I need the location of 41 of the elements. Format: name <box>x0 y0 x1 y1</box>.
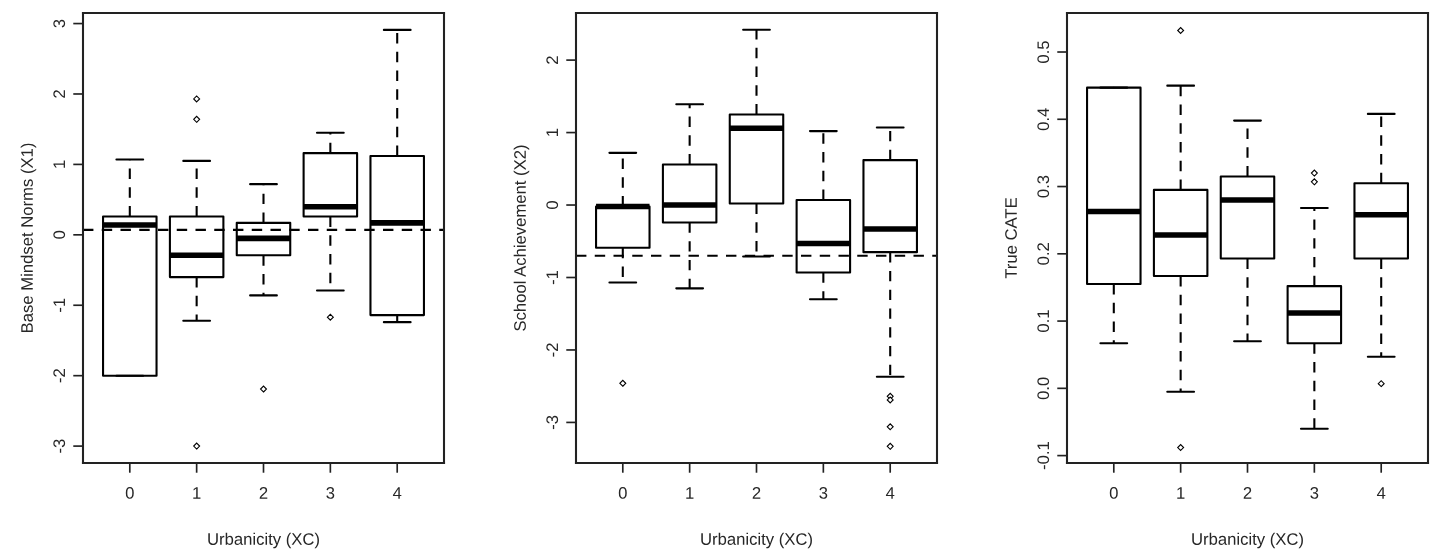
x-axis-title: Urbanicity (XC) <box>701 532 812 549</box>
y-tick-label: 1 <box>53 160 65 168</box>
y-axis-title: Base Mindset Norms (X1) <box>20 143 37 333</box>
x-tick-label: 4 <box>1376 487 1386 499</box>
x-tick-label: 2 <box>259 487 268 499</box>
x-tick-label: 4 <box>885 487 895 499</box>
y-tick-label: 0.3 <box>1037 175 1050 198</box>
x-tick-label: 4 <box>392 487 402 499</box>
x-tick-label: 3 <box>1310 487 1319 499</box>
y-tick-label: -1 <box>53 298 65 312</box>
x-tick-label: 1 <box>1177 487 1185 499</box>
y-tick-label: -0.1 <box>1037 442 1050 470</box>
y-tick-label: -3 <box>546 415 559 430</box>
x-tick-label: 1 <box>686 487 694 499</box>
y-tick-label: 3 <box>53 19 66 28</box>
y-tick-label: 1 <box>546 128 558 136</box>
y-tick-label: -2 <box>53 369 65 383</box>
x-tick-label: 3 <box>326 487 335 499</box>
y-axis-title: School Achievement (X2) <box>513 145 530 331</box>
x-tick-label: 3 <box>819 487 828 499</box>
y-tick-label: 0.5 <box>1037 41 1050 63</box>
x-tick-label: 1 <box>193 487 201 499</box>
y-tick-label: 0 <box>53 230 66 239</box>
x-axis-title: Urbanicity (XC) <box>1192 532 1303 549</box>
y-tick-label: 2 <box>546 56 558 64</box>
y-tick-label: 0 <box>546 201 559 210</box>
x-tick-label: 2 <box>752 487 761 499</box>
y-tick-label: 0.0 <box>1037 377 1050 400</box>
x-tick-label: 0 <box>1109 487 1118 499</box>
y-tick-label: -2 <box>546 343 558 357</box>
x-axis-title: Urbanicity (XC) <box>208 532 319 549</box>
x-tick-label: 0 <box>618 487 627 499</box>
y-tick-label: 0.2 <box>1037 243 1050 265</box>
x-tick-label: 2 <box>1243 487 1252 499</box>
x-tick-label: 0 <box>125 487 134 499</box>
y-tick-label: 2 <box>53 90 65 98</box>
y-tick-label: -1 <box>546 270 558 285</box>
y-tick-label: -3 <box>53 439 66 453</box>
y-axis-title: True CATE <box>1005 197 1017 279</box>
y-tick-label: 0.1 <box>1037 310 1050 332</box>
y-tick-label: 0.4 <box>1037 108 1050 131</box>
